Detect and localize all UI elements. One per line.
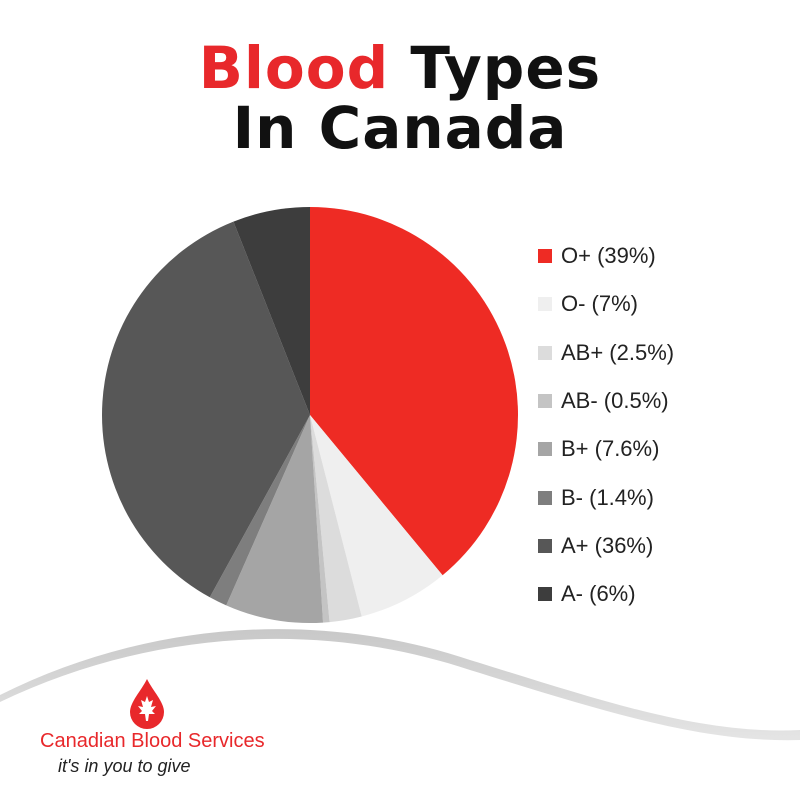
pie-slice-6 (101, 221, 310, 598)
legend-label: B+ (7.6%) (561, 436, 660, 462)
legend-label: A- (6%) (561, 581, 636, 607)
legend-label: O+ (39%) (561, 243, 656, 269)
legend-label: AB- (0.5%) (561, 388, 669, 414)
pie-slice-5 (209, 415, 310, 606)
legend-item: O+ (39%) (538, 232, 674, 280)
legend-label: AB+ (2.5%) (561, 339, 675, 365)
legend-label: O- (7%) (561, 291, 638, 317)
legend-swatch (538, 538, 552, 553)
title-word-blood: Blood (198, 34, 390, 102)
title-line-2: In Canada (232, 94, 568, 162)
pie-slice-1 (310, 415, 443, 617)
legend-item: AB+ (2.5%) (538, 329, 674, 377)
legend-item: O- (7%) (538, 280, 674, 328)
title-word-types: Types (410, 34, 602, 102)
legend-item: A- (6%) (538, 570, 674, 618)
pie-slice-4 (226, 415, 324, 623)
legend-item: B- (1.4%) (538, 473, 674, 521)
blood-drop-maple-leaf-icon (130, 679, 164, 729)
pie-slice-2 (310, 415, 362, 623)
footer-wave (0, 629, 800, 800)
chart-legend: O+ (39%) O- (7%) AB+ (2.5%) AB- (0.5%) B+ (7… (538, 232, 674, 618)
legend-item: A+ (36%) (538, 522, 674, 570)
legend-swatch (538, 297, 552, 312)
legend-swatch (538, 490, 552, 505)
legend-label: A+ (36%) (561, 532, 654, 558)
legend-item: AB- (0.5%) (538, 377, 674, 425)
pie-slice-3 (310, 415, 330, 623)
pie-slice-0 (310, 207, 518, 576)
title-line-1: Blood Types (0, 38, 800, 98)
legend-label: B- (1.4%) (561, 484, 654, 510)
pie-slice-7 (233, 207, 310, 415)
legend-swatch (538, 442, 552, 457)
legend-swatch (538, 345, 552, 360)
organization-logo: Canadian Blood Services it's in you to g… (40, 676, 300, 786)
organization-tagline: it's in you to give (58, 756, 191, 776)
page-title: Blood Types In Canada (0, 38, 800, 158)
pie-chart (101, 207, 518, 623)
legend-swatch (538, 249, 552, 264)
legend-swatch (538, 394, 552, 409)
legend-item: B+ (7.6%) (538, 425, 674, 473)
legend-swatch (538, 587, 552, 602)
organization-name: Canadian Blood Services (40, 730, 265, 752)
